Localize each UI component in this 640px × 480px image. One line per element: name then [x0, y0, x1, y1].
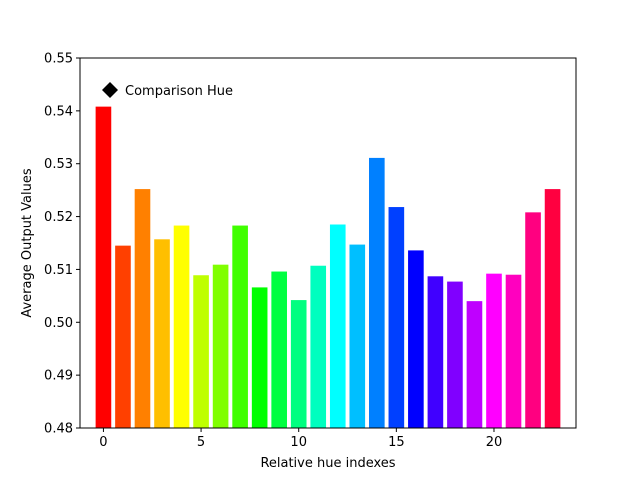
bar-14 — [369, 157, 385, 428]
bar-17 — [427, 276, 444, 428]
bar-20 — [486, 273, 502, 428]
bar-8 — [251, 287, 268, 428]
y-tick-label: 0.55 — [44, 52, 73, 67]
bar-3 — [154, 239, 170, 428]
y-axis-ticks: 0.48 0.49 0.50 0.51 0.52 0.53 0.54 0.55 — [44, 52, 80, 437]
bars-group — [95, 106, 561, 428]
y-tick-label: 0.50 — [44, 316, 73, 331]
x-tick-label: 10 — [290, 435, 307, 450]
bar-13 — [349, 244, 366, 428]
bar-2 — [134, 189, 151, 428]
bar-21 — [505, 274, 522, 428]
bar-10 — [290, 300, 307, 428]
y-tick-label: 0.54 — [44, 104, 73, 119]
bar-11 — [310, 265, 327, 428]
legend: Comparison Hue — [102, 82, 233, 99]
y-tick-label: 0.51 — [44, 263, 73, 278]
diamond-icon — [102, 82, 118, 98]
x-tick-label: 20 — [486, 435, 503, 450]
y-tick-label: 0.48 — [44, 422, 73, 437]
bar-5 — [193, 275, 209, 428]
x-axis-label: Relative hue indexes — [260, 456, 395, 471]
bar-9 — [271, 271, 287, 428]
bar-1 — [115, 245, 131, 428]
bar-22 — [525, 212, 541, 428]
y-tick-label: 0.53 — [44, 157, 73, 172]
legend-label: Comparison Hue — [125, 84, 233, 99]
bar-16 — [408, 250, 424, 428]
bar-23 — [544, 189, 561, 428]
bar-7 — [232, 225, 248, 428]
x-tick-label: 0 — [99, 435, 107, 450]
bar-18 — [447, 281, 463, 428]
bar-19 — [466, 301, 483, 428]
bar-6 — [212, 264, 229, 428]
bar-4 — [173, 225, 190, 428]
plot-area-frame — [79, 57, 577, 429]
x-tick-label: 5 — [197, 435, 205, 450]
y-tick-label: 0.52 — [44, 210, 73, 225]
y-axis-label: Average Output Values — [20, 168, 35, 318]
bar-12 — [329, 224, 346, 428]
x-tick-label: 15 — [388, 435, 405, 450]
x-axis-ticks: 0 5 10 15 20 — [99, 428, 502, 450]
bar-0 — [95, 106, 112, 428]
y-tick-label: 0.49 — [44, 369, 73, 384]
bar-15 — [388, 207, 405, 428]
